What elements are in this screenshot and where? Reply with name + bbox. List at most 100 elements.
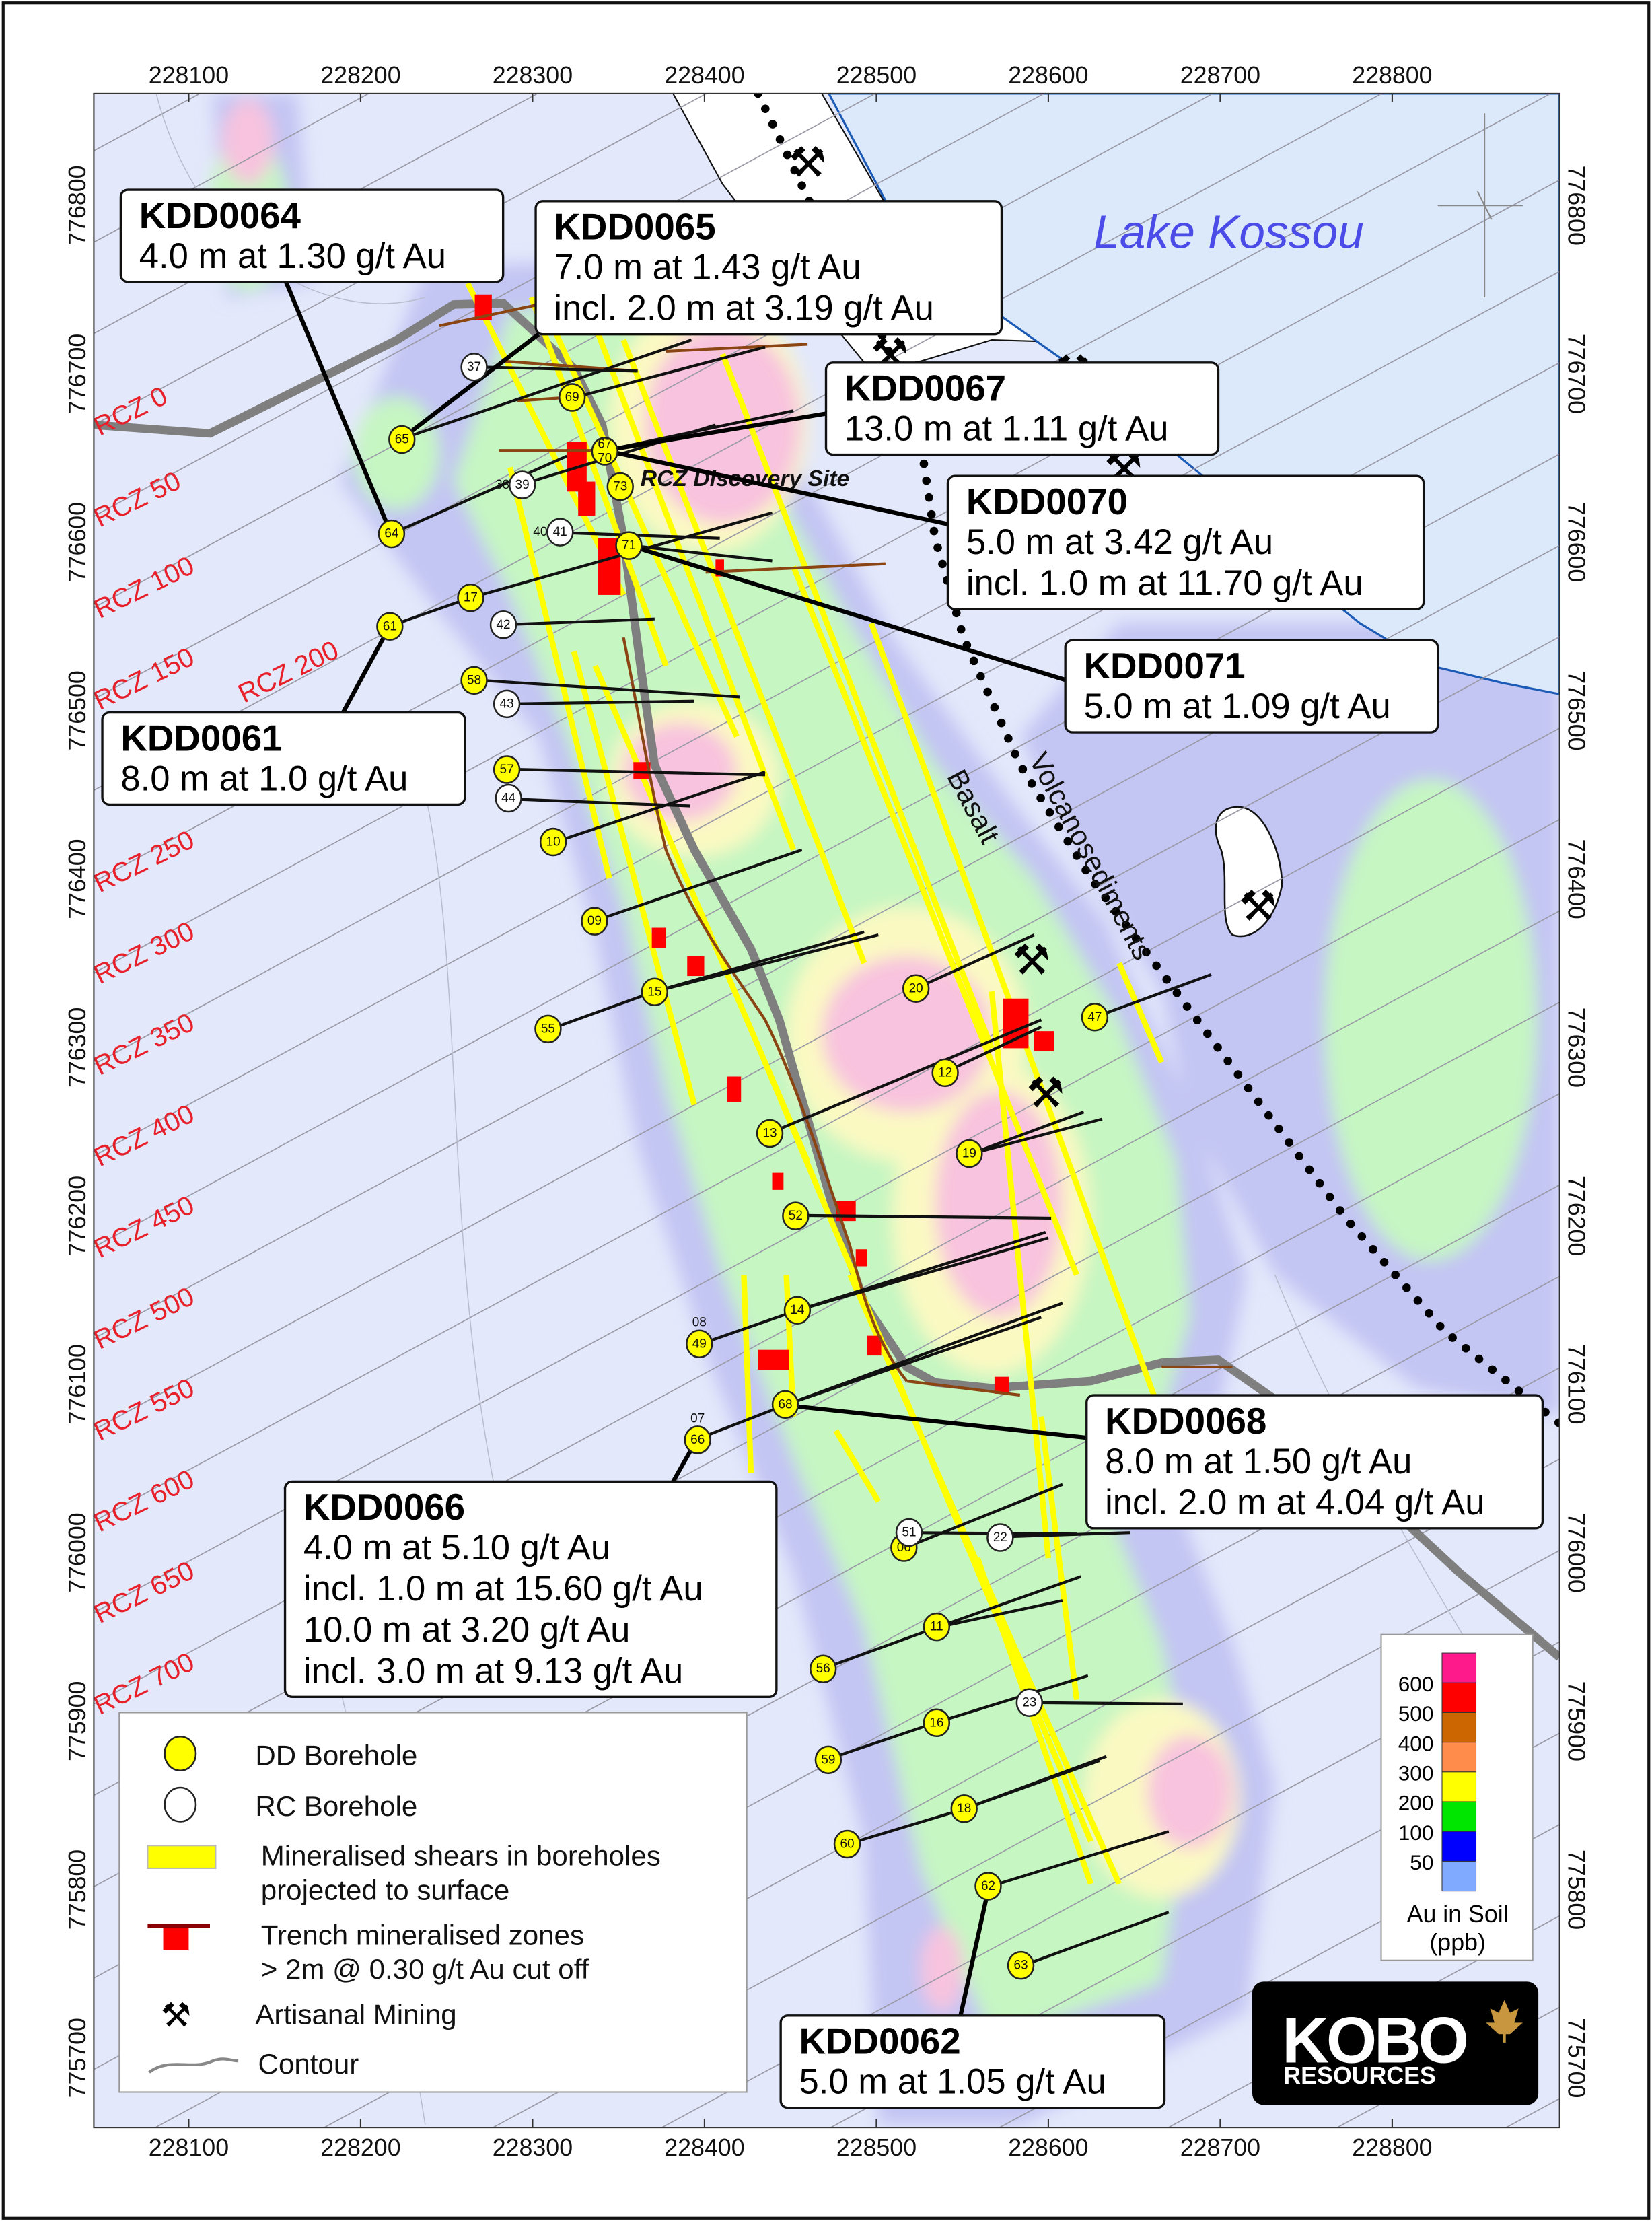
borehole-73[interactable]: 73 bbox=[606, 472, 634, 501]
rc-borehole-marker[interactable] bbox=[495, 783, 522, 813]
borehole-56[interactable]: 56 bbox=[810, 1654, 837, 1683]
easting-label-top: 228700 bbox=[1180, 62, 1260, 89]
svg-text:RESOURCES: RESOURCES bbox=[1283, 2062, 1436, 2089]
trench-zone bbox=[772, 1172, 784, 1190]
borehole-23[interactable]: 23 bbox=[1015, 1688, 1044, 1718]
rc-borehole-marker[interactable] bbox=[1015, 1688, 1044, 1718]
borehole-16[interactable]: 16 bbox=[923, 1708, 951, 1738]
borehole-17[interactable]: 17 bbox=[457, 583, 484, 612]
rc-borehole-marker[interactable] bbox=[489, 610, 517, 639]
borehole-11[interactable]: 11 bbox=[923, 1612, 951, 1642]
borehole-63[interactable]: 63 bbox=[1007, 1950, 1035, 1980]
dd-borehole-marker[interactable] bbox=[539, 827, 567, 857]
borehole-57[interactable]: 57 bbox=[493, 755, 521, 784]
borehole-label: 15 bbox=[647, 985, 661, 999]
drill-trace bbox=[699, 1308, 799, 1346]
drill-trace bbox=[572, 345, 766, 400]
dd-borehole-marker[interactable] bbox=[783, 1296, 812, 1325]
dd-borehole-marker[interactable] bbox=[1081, 1003, 1109, 1032]
borehole-66[interactable]: 66 07 bbox=[684, 1411, 711, 1454]
trench-zone bbox=[867, 1335, 882, 1356]
borehole-65[interactable]: 65 bbox=[388, 425, 416, 454]
dd-borehole-marker[interactable] bbox=[686, 1329, 713, 1359]
dd-borehole-marker[interactable] bbox=[641, 977, 669, 1007]
callout-interval: 5.0 m at 3.42 g/t Au bbox=[966, 522, 1273, 562]
borehole-69[interactable]: 69 bbox=[558, 383, 586, 412]
borehole-39[interactable]: 39 38 bbox=[495, 470, 536, 499]
dd-borehole-marker[interactable] bbox=[558, 383, 586, 412]
rcz-line bbox=[94, 636, 1560, 1431]
legend-rc-symbol bbox=[164, 1786, 197, 1823]
rcz-line bbox=[94, 728, 1560, 1522]
borehole-52[interactable]: 52 bbox=[782, 1201, 810, 1230]
borehole-12[interactable]: 12 bbox=[931, 1058, 959, 1088]
dd-borehole-marker[interactable] bbox=[810, 1654, 837, 1683]
dd-borehole-marker[interactable] bbox=[591, 437, 618, 466]
borehole-43[interactable]: 43 bbox=[493, 689, 521, 719]
borehole-42[interactable]: 42 bbox=[489, 610, 517, 639]
dd-borehole-marker[interactable] bbox=[902, 974, 930, 1003]
dd-borehole-marker[interactable] bbox=[615, 531, 643, 560]
trench-zone bbox=[1003, 998, 1029, 1049]
callout-interval: 8.0 m at 1.50 g/t Au bbox=[1105, 1442, 1412, 1481]
borehole-55[interactable]: 55 bbox=[534, 1014, 562, 1044]
callout-interval: incl. 1.0 m at 11.70 g/t Au bbox=[966, 563, 1363, 603]
borehole-20[interactable]: 20 bbox=[902, 974, 930, 1003]
borehole-22[interactable]: 22 bbox=[986, 1523, 1014, 1552]
borehole-13[interactable]: 13 bbox=[756, 1119, 784, 1148]
borehole-49[interactable]: 49 08 bbox=[686, 1316, 713, 1359]
rc-borehole-marker[interactable] bbox=[493, 689, 521, 719]
dd-borehole-marker[interactable] bbox=[956, 1139, 983, 1168]
dd-borehole-marker[interactable] bbox=[923, 1708, 951, 1738]
borehole-71[interactable]: 71 bbox=[615, 531, 643, 560]
dd-borehole-marker[interactable] bbox=[931, 1058, 959, 1088]
dd-borehole-marker[interactable] bbox=[782, 1201, 810, 1230]
dd-borehole-marker[interactable] bbox=[950, 1794, 978, 1823]
dd-borehole-marker[interactable] bbox=[378, 519, 406, 549]
rc-borehole-marker[interactable] bbox=[986, 1523, 1014, 1552]
borehole-68[interactable]: 68 bbox=[771, 1390, 799, 1419]
dd-borehole-marker[interactable] bbox=[923, 1612, 951, 1642]
easting-label-top: 228800 bbox=[1352, 62, 1432, 89]
dd-borehole-marker[interactable] bbox=[457, 583, 484, 612]
dd-borehole-marker[interactable] bbox=[460, 666, 488, 695]
dd-borehole-marker[interactable] bbox=[771, 1390, 799, 1419]
dd-borehole-marker[interactable] bbox=[833, 1829, 861, 1859]
borehole-51[interactable]: 51 bbox=[895, 1518, 923, 1547]
dd-borehole-marker[interactable] bbox=[974, 1872, 1002, 1901]
dd-borehole-marker[interactable] bbox=[493, 755, 521, 784]
dd-borehole-marker[interactable] bbox=[606, 472, 634, 501]
dd-borehole-marker[interactable] bbox=[814, 1745, 842, 1775]
drill-trace bbox=[822, 1626, 937, 1670]
borehole-18[interactable]: 18 bbox=[950, 1794, 978, 1823]
borehole-44[interactable]: 44 bbox=[495, 783, 522, 813]
borehole-14[interactable]: 14 bbox=[783, 1296, 812, 1325]
callout-hole-id: KDD0061 bbox=[120, 717, 282, 759]
borehole-61[interactable]: 61 bbox=[376, 612, 404, 641]
borehole-19[interactable]: 19 bbox=[956, 1139, 983, 1168]
rc-borehole-marker[interactable] bbox=[895, 1518, 923, 1547]
borehole-59[interactable]: 59 bbox=[814, 1745, 842, 1775]
rc-borehole-marker[interactable] bbox=[546, 518, 574, 547]
borehole-15[interactable]: 15 bbox=[641, 977, 669, 1007]
borehole-41[interactable]: 41 40 bbox=[533, 518, 574, 547]
dd-borehole-marker[interactable] bbox=[756, 1119, 784, 1148]
dd-borehole-marker[interactable] bbox=[684, 1425, 711, 1454]
borehole-47[interactable]: 47 bbox=[1081, 1003, 1109, 1032]
dd-borehole-marker[interactable] bbox=[534, 1014, 562, 1044]
dd-borehole-marker[interactable] bbox=[376, 612, 404, 641]
borehole-10[interactable]: 10 bbox=[539, 827, 567, 857]
rc-borehole-marker[interactable] bbox=[460, 353, 488, 382]
borehole-58[interactable]: 58 bbox=[460, 666, 488, 695]
rc-borehole-marker[interactable] bbox=[508, 470, 536, 499]
borehole-09[interactable]: 09 bbox=[581, 907, 608, 936]
dd-borehole-marker[interactable] bbox=[1007, 1950, 1035, 1980]
borehole-60[interactable]: 60 bbox=[833, 1829, 861, 1859]
borehole-64[interactable]: 64 bbox=[378, 519, 406, 549]
dd-borehole-marker[interactable] bbox=[388, 425, 416, 454]
borehole-62[interactable]: 62 bbox=[974, 1872, 1002, 1901]
dd-borehole-marker[interactable] bbox=[581, 907, 608, 936]
borehole-37[interactable]: 37 bbox=[460, 353, 488, 382]
